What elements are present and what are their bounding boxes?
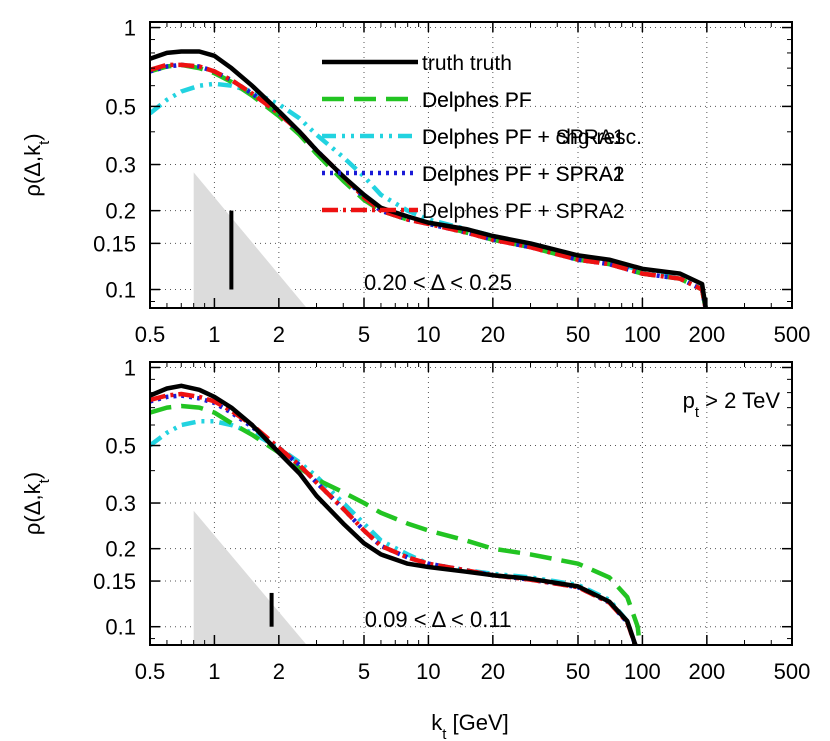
x-axis-title: kt [GeV] (431, 710, 509, 741)
shaded-triangle (193, 510, 307, 645)
x-tick-label: 20 (481, 322, 505, 347)
legend-label-spra2: Delphes PF + SPRA2 (422, 200, 625, 223)
x-tick-label: 0.5 (135, 322, 166, 347)
x-tick-label: 500 (774, 322, 811, 347)
series-line-truth (150, 383, 638, 645)
series-line-truth (150, 49, 709, 308)
x-tick-label: 20 (481, 659, 505, 684)
y-tick-label: 0.15 (93, 231, 136, 256)
y-tick-label: 0.3 (105, 491, 136, 516)
x-tick-label: 5 (358, 659, 370, 684)
top-panel: 0.5 1 2 5 10 20 50 100 200 500 0.1 0.15 0.2 0.3 0.5 1 ρ(… (20, 16, 810, 347)
y-tick-label: 0.5 (105, 94, 136, 119)
y-tick-label: 0.1 (105, 278, 136, 303)
x-tick-label: 10 (416, 659, 440, 684)
delta-range-label: 0.09 < Δ < 0.11 (365, 607, 511, 632)
y-tick-label: 0.2 (105, 199, 136, 224)
y-tick-label: 0.5 (105, 434, 136, 459)
y-axis-title: ρ(Δ,kt) (20, 133, 53, 196)
pt-cut-label: pt > 2 TeV (683, 388, 781, 421)
x-tick-label: 5 (358, 322, 370, 347)
y-tick-label: 1 (124, 355, 136, 380)
x-tick-label: 2 (273, 322, 285, 347)
legend-text-overlap: Delphes PF (422, 89, 532, 112)
y-tick-label: 0.1 (105, 615, 136, 640)
x-tick-label: 100 (624, 322, 661, 347)
y-tick-label: 0.2 (105, 537, 136, 562)
x-tick-label: 200 (688, 659, 725, 684)
y-tick-label: 0.15 (93, 569, 136, 594)
legend-label-truth: truth truth (422, 52, 512, 75)
x-tick-label: 500 (774, 659, 811, 684)
legend-text-overlap: Delphes PF + SPRA1 (422, 126, 625, 149)
x-tick-label: 0.5 (135, 659, 166, 684)
legend-label-spra1: Delphes PF + SPRA1 (422, 163, 625, 186)
x-tick-label: 2 (273, 659, 285, 684)
legend-label-delphes_pf: Delphes PF (422, 89, 532, 112)
x-tick-label: 50 (566, 322, 590, 347)
legend-text-overlap: Delphes PF + SPRA2 (422, 163, 625, 186)
delta-range-label: 0.20 < Δ < 0.25 (364, 270, 512, 295)
bottom-panel: 0.5 1 2 5 10 20 50 100 200 500 0.1 0.15 0.2 0.3 0.5 1 ρ(… (20, 355, 810, 684)
x-tick-label: 200 (688, 322, 725, 347)
y-tick-label: 0.3 (105, 153, 136, 178)
x-tick-label: 100 (624, 659, 661, 684)
x-tick-label: 10 (416, 322, 440, 347)
x-tick-label: 1 (208, 659, 220, 684)
y-axis-title: ρ(Δ,kt) (20, 472, 53, 535)
x-tick-label: 1 (208, 322, 220, 347)
series-line-delphes_pf (150, 403, 643, 645)
x-tick-label: 50 (566, 659, 590, 684)
shaded-triangle (193, 172, 307, 308)
series-line-chg_resc (150, 81, 708, 308)
y-tick-label: 1 (124, 16, 136, 41)
legend-label-chg_resc: Delphes PF + chg-resc. (422, 126, 642, 149)
